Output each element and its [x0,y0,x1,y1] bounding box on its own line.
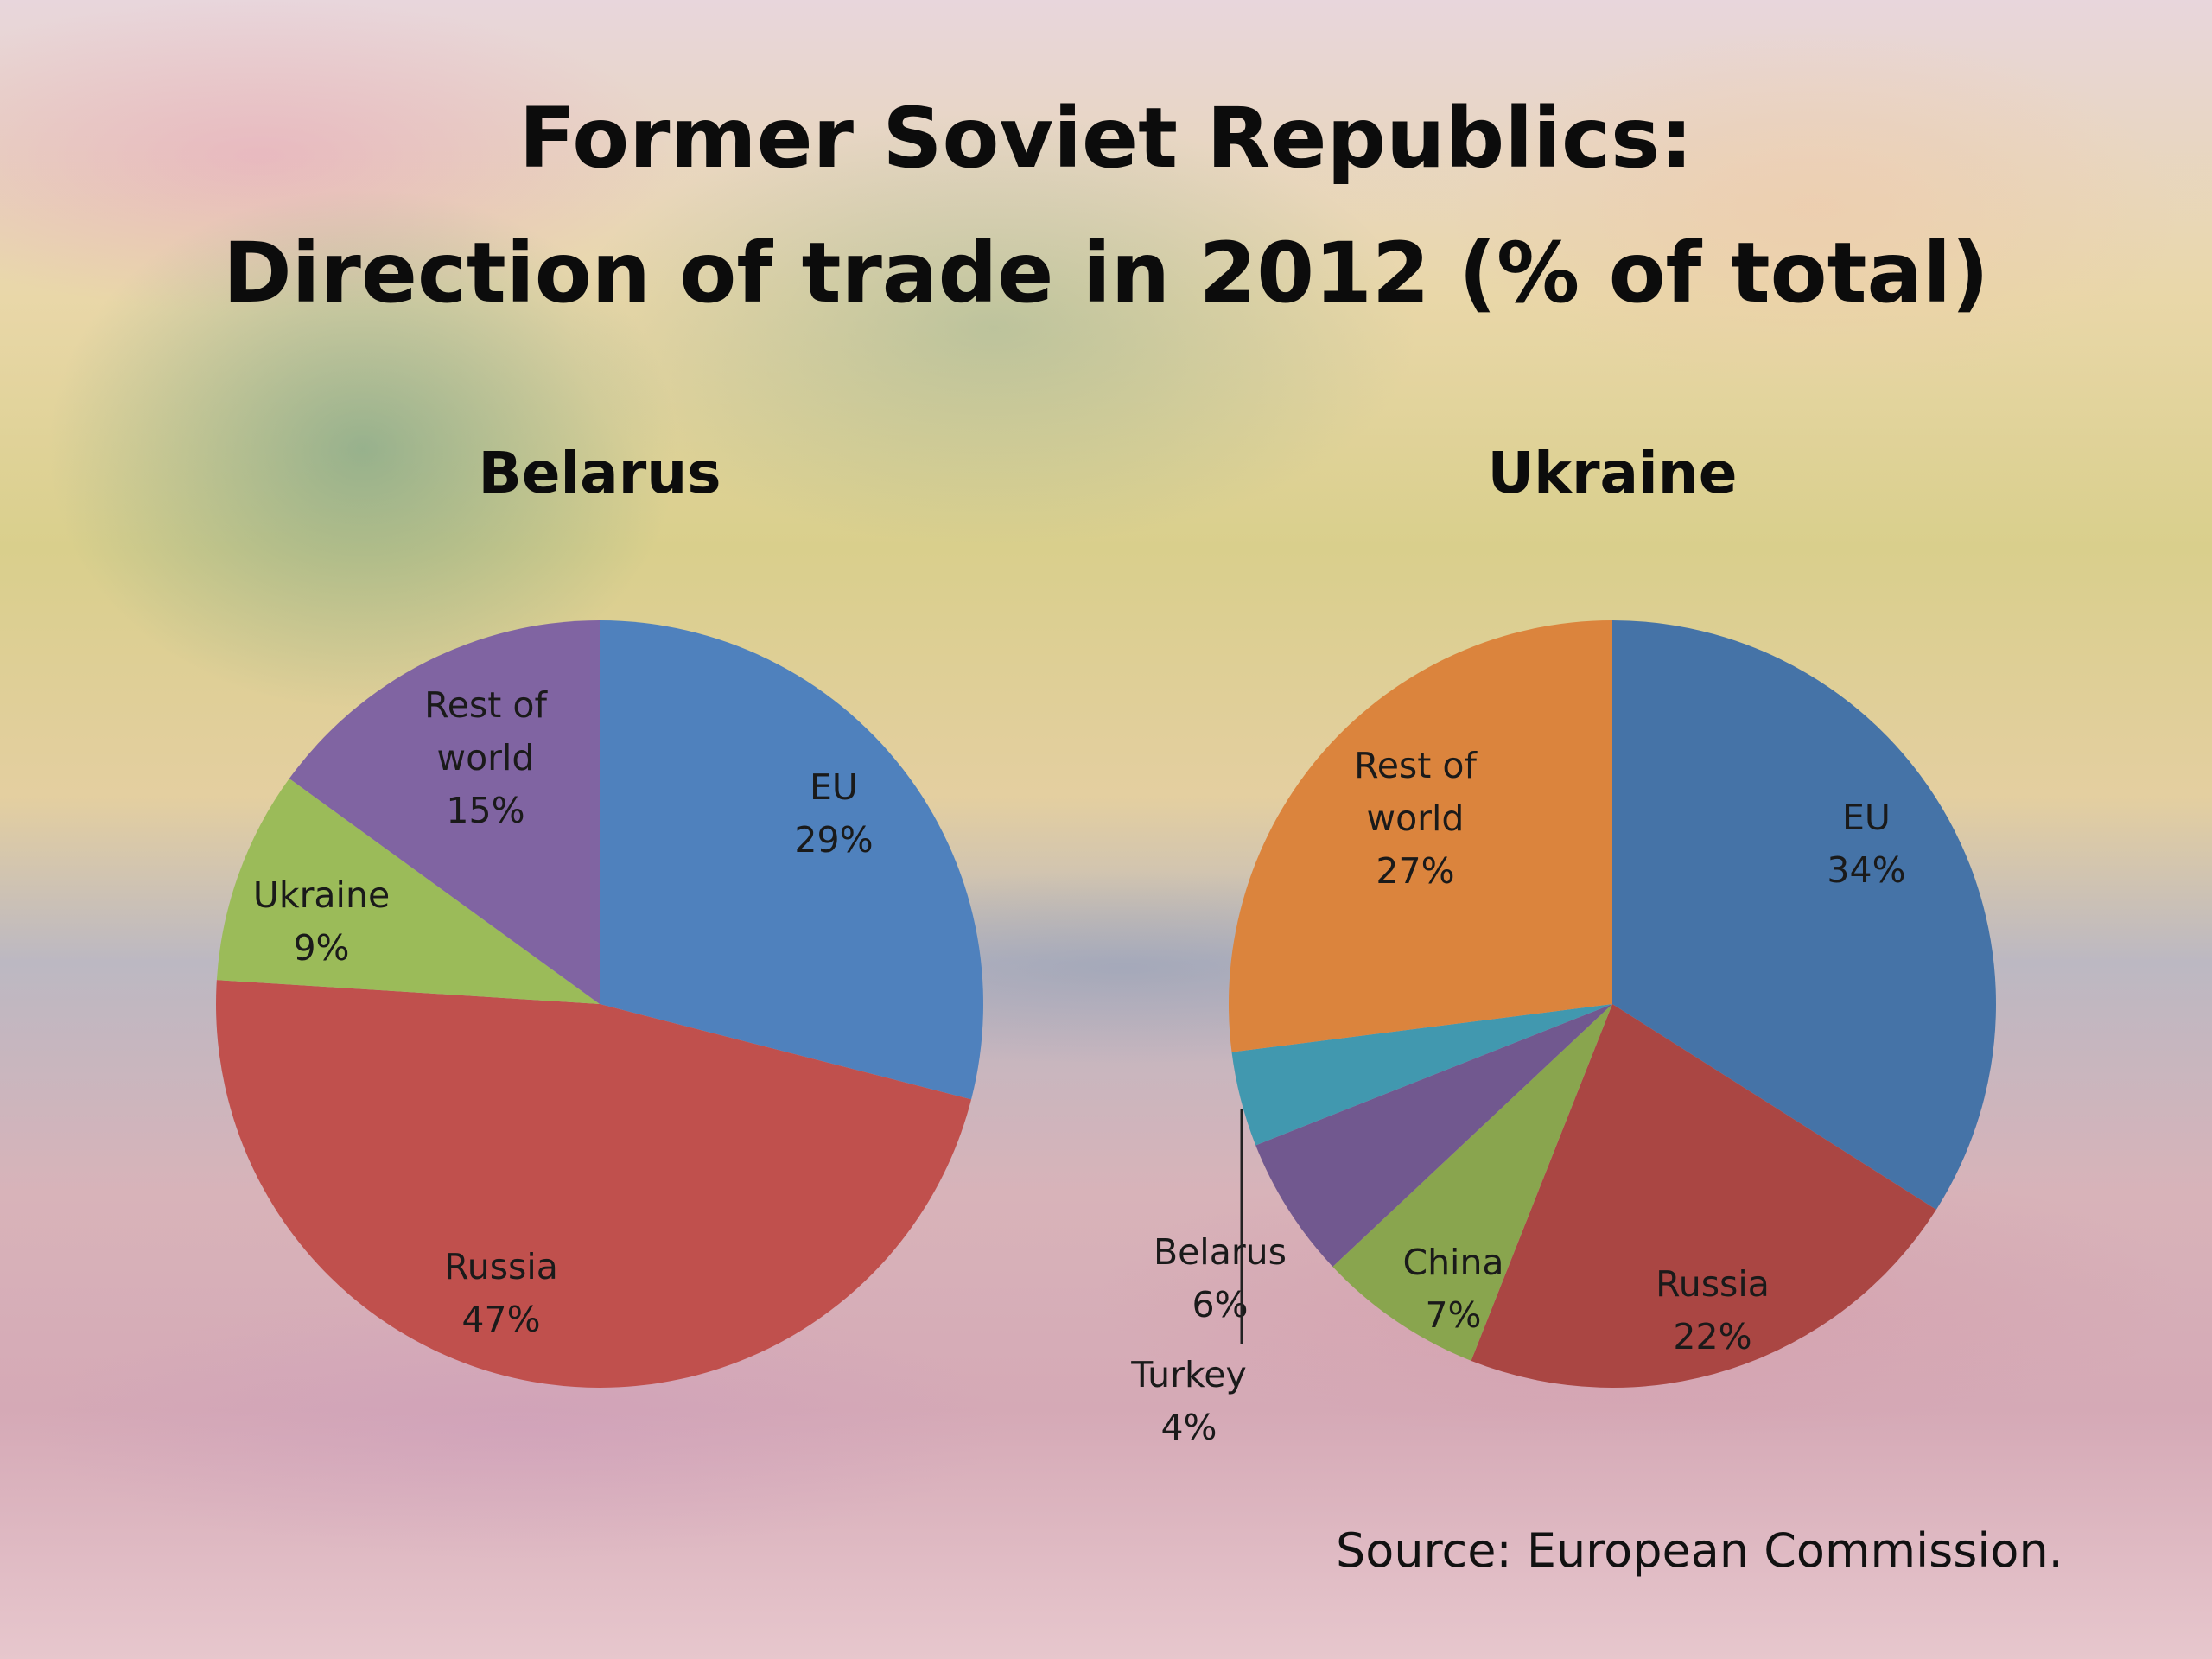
belarus-slice-eu [600,620,983,1100]
ukraine-label-turkey: Turkey 4% [1130,1354,1246,1448]
ukraine-slice-eu [1612,620,1997,1210]
ukraine-label-russia: Russia 22% [1656,1263,1770,1357]
slide-title-line-2: Direction of trade in 2012 (% of total) [222,225,1990,321]
ukraine-slice-belarus [1255,1004,1612,1267]
belarus-label-russia: Russia 47% [444,1246,558,1340]
slide-title-line-1: Former Soviet Republics: [518,90,1694,187]
belarus-slice-russia [216,980,972,1388]
ukraine-label-china: China 7% [1402,1242,1503,1336]
belarus-label-ukraine: Ukraine 9% [253,874,390,969]
belarus-label-eu: EU 29% [794,766,873,861]
belarus-chart-title: Belarus [478,440,721,506]
ukraine-slice-russia [1471,1004,1936,1389]
ukraine-slice-turkey [1231,1004,1612,1146]
source-note: Source: European Commission. [1336,1523,2063,1578]
ukraine-label-eu: EU 34% [1827,797,1905,891]
ukraine-slice-china [1332,1004,1612,1361]
belarus-slice-rest-of-world [289,620,600,1004]
ukraine-slice-rest-of-world [1228,620,1612,1052]
ukraine-label-rest-of-world: Rest of world 27% [1354,745,1478,892]
belarus-label-rest-of-world: Rest of world 15% [424,684,548,831]
ukraine-chart-title: Ukraine [1488,440,1738,506]
ukraine-label-belarus: Belarus 6% [1154,1231,1287,1325]
belarus-slice-ukraine [216,779,600,1004]
